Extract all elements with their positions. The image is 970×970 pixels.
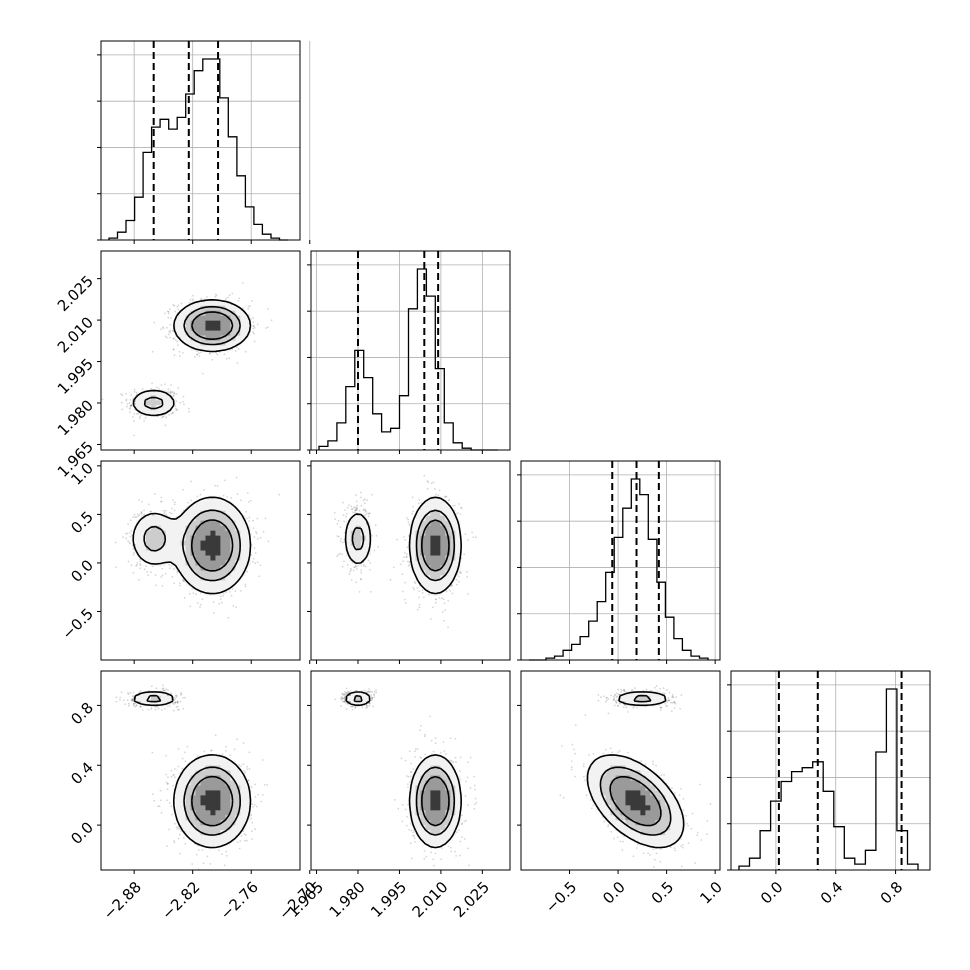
panel-frame xyxy=(310,670,511,871)
density-cells xyxy=(345,690,461,846)
y-tick-label: 0.0 xyxy=(67,556,97,586)
histogram-steps xyxy=(529,478,709,661)
histogram-steps xyxy=(738,688,919,870)
y-tick-label: 0.8 xyxy=(67,699,97,729)
panel-1-0 xyxy=(97,250,311,454)
y-tick-label: 0.5 xyxy=(67,508,97,538)
panel-frame xyxy=(730,670,931,871)
panel-3-0 xyxy=(97,670,311,874)
contour-lines xyxy=(132,299,252,417)
x-tick-label: 0.0 xyxy=(757,878,787,908)
x-tick-label: −2.76 xyxy=(217,878,262,923)
density-cells xyxy=(135,690,251,846)
grid-lines xyxy=(731,671,930,870)
x-tick-label: −2.88 xyxy=(100,878,145,923)
contour-lines xyxy=(132,496,252,595)
histogram-1 xyxy=(307,250,511,454)
x-tick-label: 2.010 xyxy=(409,878,452,921)
histogram-3 xyxy=(727,670,931,874)
grid-lines xyxy=(521,461,720,660)
x-tick-label: 1.995 xyxy=(367,878,410,921)
contour-lines xyxy=(344,496,462,595)
contour-lines xyxy=(586,691,685,849)
x-tick-label: 2.025 xyxy=(450,878,493,921)
y-tick-label: 2.010 xyxy=(54,313,97,356)
histogram-2 xyxy=(517,460,721,664)
density-cells xyxy=(135,300,251,416)
histogram-0 xyxy=(97,40,311,244)
x-tick-label: −2.82 xyxy=(158,878,203,923)
panel-2-1 xyxy=(307,460,511,664)
panel-frame xyxy=(310,460,511,661)
y-tick-label: 0.0 xyxy=(67,818,97,848)
y-tick-label: 1.995 xyxy=(54,355,97,398)
panel-frame xyxy=(520,670,721,871)
panel-2-0 xyxy=(97,460,311,664)
grid-lines xyxy=(101,41,311,240)
x-tick-label: 1.980 xyxy=(326,878,369,921)
histogram-steps xyxy=(108,58,288,241)
contour-lines xyxy=(345,691,462,849)
panel-frame xyxy=(310,250,511,451)
contour-lines xyxy=(133,691,252,849)
panel-frame xyxy=(100,460,301,661)
histogram-steps xyxy=(318,268,498,451)
panel-frame xyxy=(520,460,721,661)
x-tick-label: −0.5 xyxy=(542,878,580,916)
x-tick-label: 1.0 xyxy=(696,878,726,908)
y-tick-label: 1.980 xyxy=(54,396,97,439)
density-cells xyxy=(130,495,251,596)
panel-3-1 xyxy=(307,670,511,874)
grid-lines xyxy=(311,251,510,450)
y-tick-label: −0.5 xyxy=(59,605,97,643)
panel-frame xyxy=(100,670,301,871)
y-tick-label: 2.025 xyxy=(54,272,97,315)
panel-frame xyxy=(100,250,301,451)
panel-3-2 xyxy=(517,670,721,874)
y-tick-label: 0.4 xyxy=(67,759,97,789)
x-tick-label: 0.8 xyxy=(877,878,907,908)
x-tick-label: 0.0 xyxy=(599,878,629,908)
x-tick-label: 0.5 xyxy=(648,878,678,908)
x-tick-label: 0.4 xyxy=(817,878,847,908)
scatter-points xyxy=(101,282,273,437)
panel-frame xyxy=(100,40,301,241)
